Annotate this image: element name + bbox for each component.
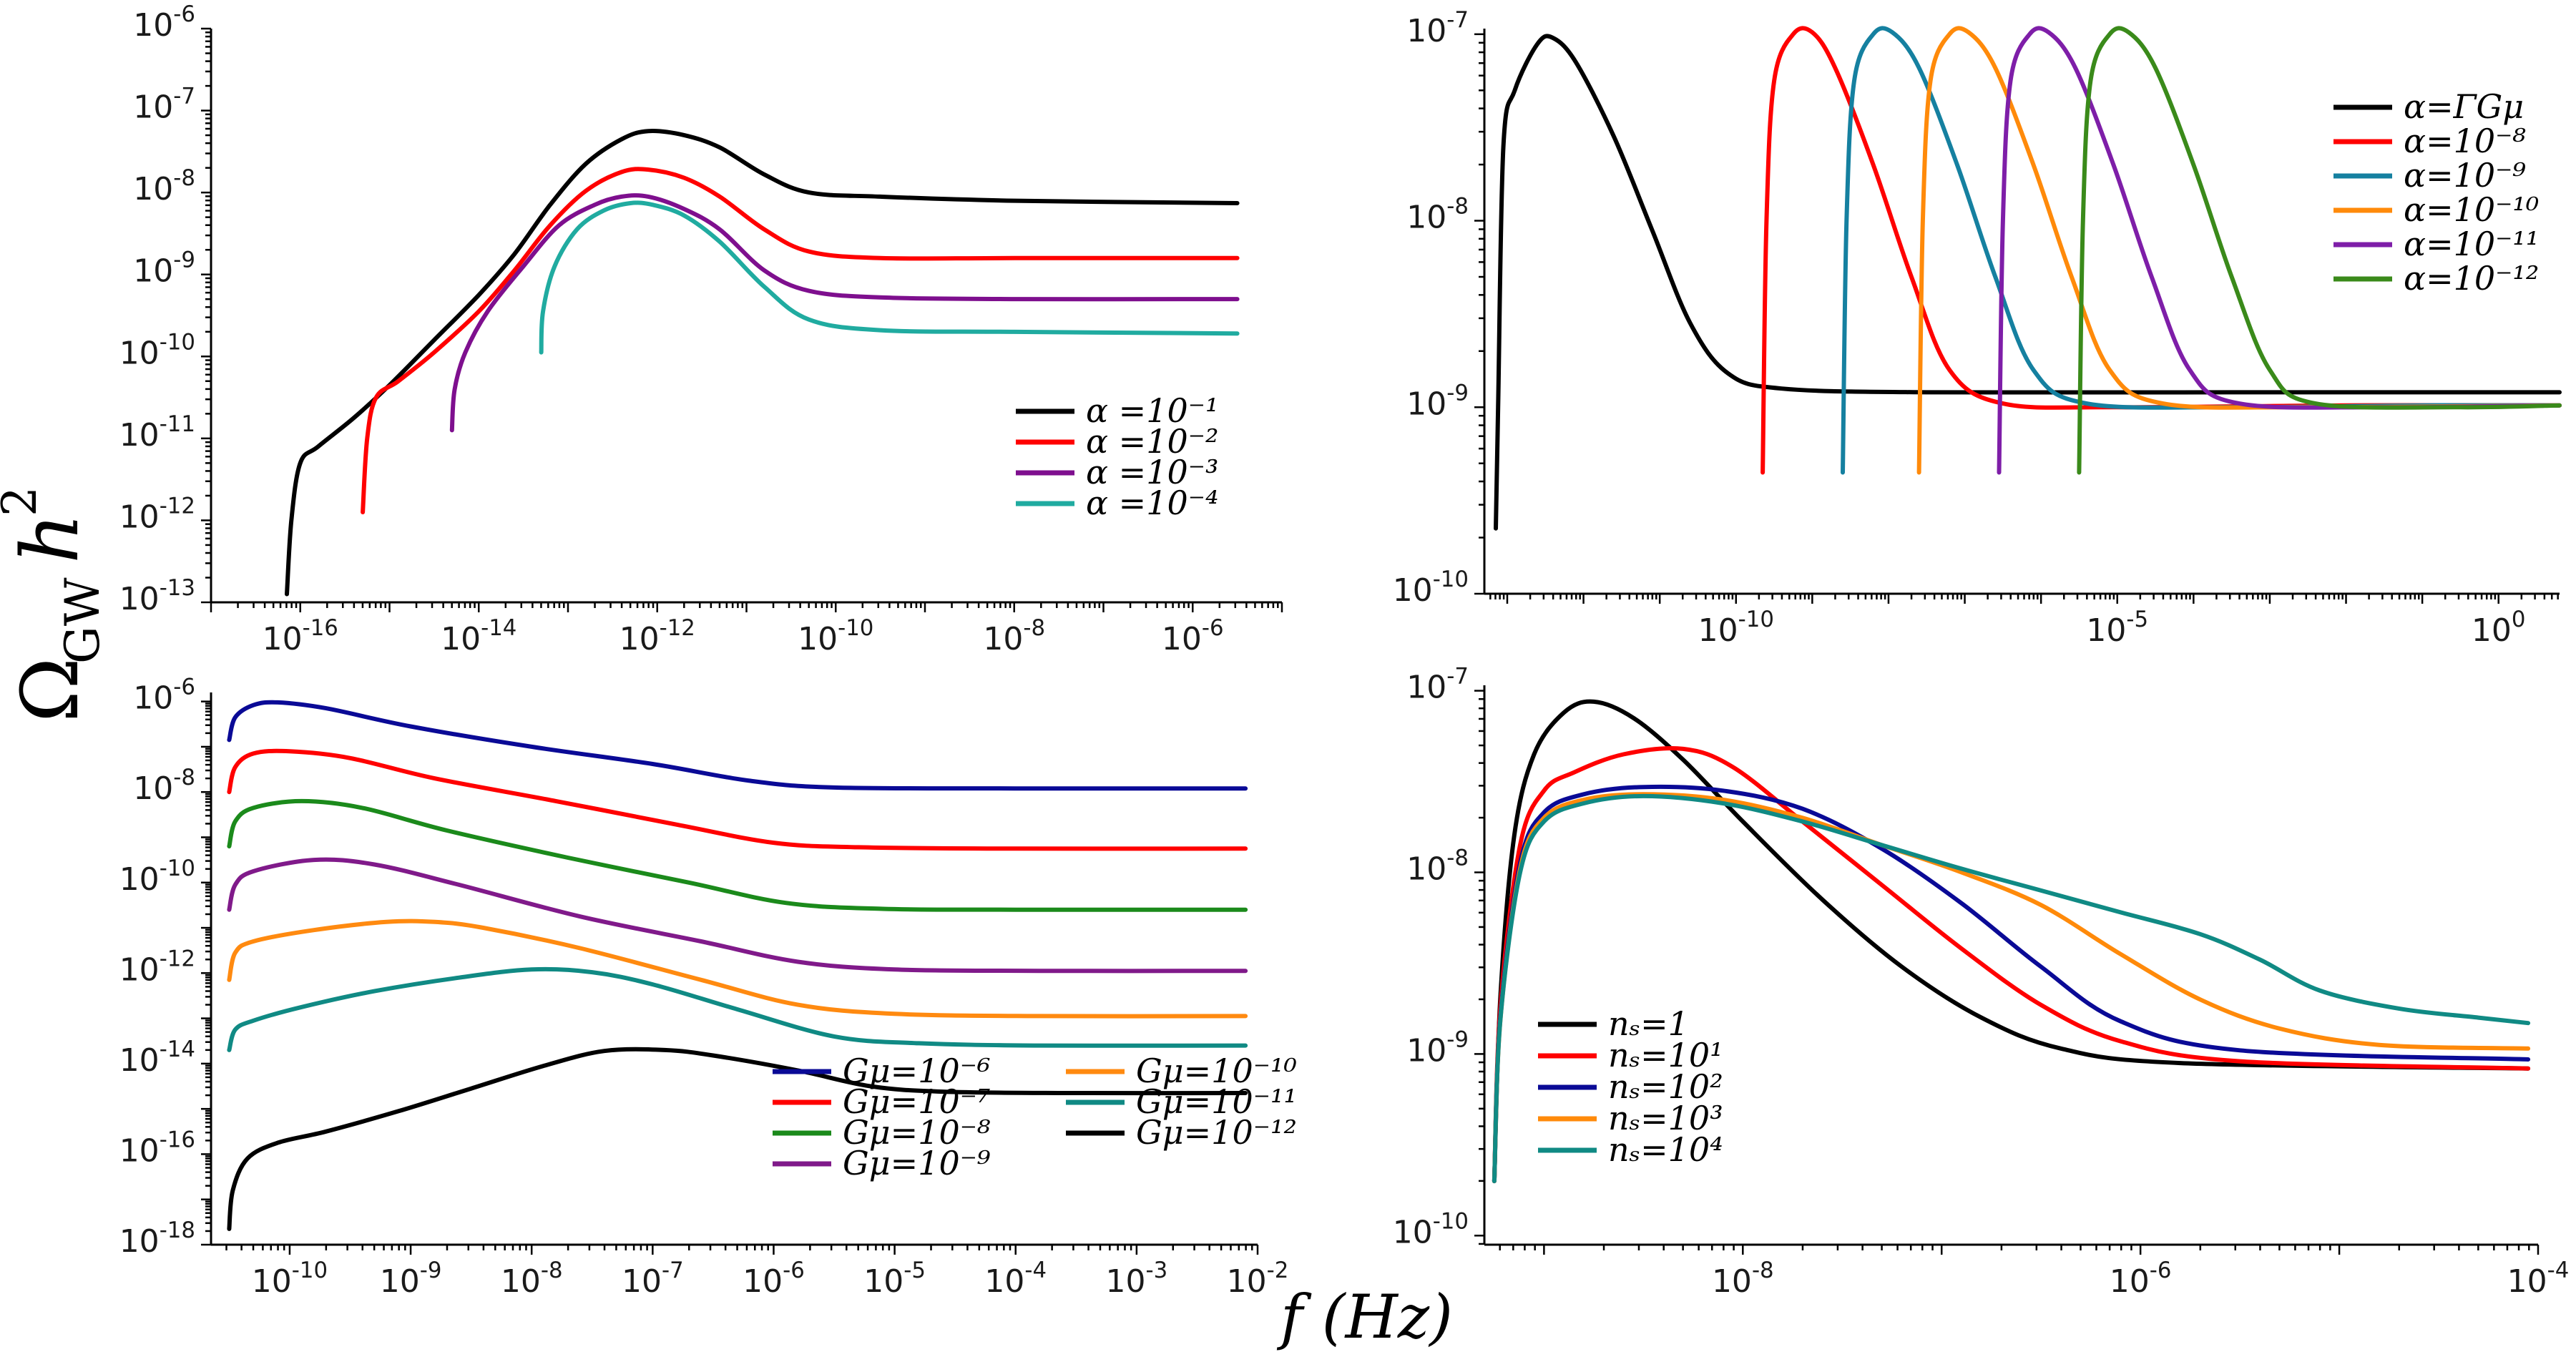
x-tick-label: 100: [2472, 607, 2526, 649]
y-tick-label: 10-9: [1406, 1027, 1469, 1069]
legend-label-3: α=10⁻¹⁰: [2404, 190, 2539, 229]
figure-xlabel: f (Hz): [1276, 1282, 1453, 1352]
legend-label-6: Gμ=10⁻¹²: [1136, 1113, 1297, 1152]
series-line-1: [227, 748, 1248, 851]
legend-label-5: Gμ=10⁻¹¹: [1136, 1082, 1297, 1121]
x-tick-label: 10-8: [1712, 1258, 1774, 1300]
panel-alpha-scan: 10-13 10-12 10-11 10-10 10-9 10-8 10-7 10-6 10-1…: [119, 1, 1283, 657]
legend-label-0: α=ΓGμ: [2404, 87, 2524, 126]
x-tick-label: 10-14: [441, 615, 516, 657]
y-tick-label: 10-16: [119, 1127, 195, 1169]
series-line-5: [227, 966, 1248, 1052]
legend-label-1: α=10⁻⁸: [2404, 122, 2526, 160]
series-line-5: [2077, 26, 2562, 475]
legend-label-3: α =10⁻⁴: [1086, 484, 1218, 522]
x-tick-label: 10-4: [2507, 1258, 2570, 1300]
legend-label-4: α=10⁻¹¹: [2404, 225, 2539, 263]
legend-label-0: α =10⁻¹: [1086, 391, 1218, 430]
y-tick-label: 10-8: [1406, 846, 1469, 888]
x-tick-label: 10-4: [984, 1258, 1047, 1300]
x-tick-label: 10-8: [983, 615, 1045, 657]
series-line-0: [227, 700, 1248, 791]
legend-label-4: nₛ=10⁴: [1608, 1130, 1723, 1169]
y-tick-label: 10-18: [119, 1218, 195, 1260]
legend-label-0: Gμ=10⁻⁶: [843, 1052, 990, 1090]
y-tick-label: 10-9: [133, 248, 195, 290]
legend-label-0: nₛ=1: [1608, 1004, 1689, 1043]
legend-label-2: Gμ=10⁻⁸: [843, 1113, 991, 1152]
y-tick-label: 10-7: [1406, 7, 1469, 49]
figure-ylabel: Ω GW h 2: [0, 486, 110, 722]
series-line-4: [1492, 793, 2531, 1184]
series-line-2: [227, 798, 1248, 912]
series-line-6: [227, 1047, 1248, 1231]
y-tick-label: 10-12: [119, 946, 195, 988]
legend-label-4: Gμ=10⁻¹⁰: [1136, 1052, 1297, 1090]
y-tick-label: 10-6: [133, 675, 195, 717]
ylabel-sub: GW: [55, 577, 110, 664]
ylabel-h: h: [4, 513, 96, 564]
legend-label-1: nₛ=10¹: [1608, 1036, 1723, 1074]
legend-label-2: α =10⁻³: [1086, 453, 1218, 491]
legend-label-2: nₛ=10²: [1608, 1067, 1723, 1106]
legend-label-5: α=10⁻¹²: [2404, 259, 2539, 298]
y-tick-label: 10-9: [1406, 380, 1469, 422]
series-line-3: [227, 857, 1248, 974]
x-tick-label: 10-16: [263, 615, 338, 657]
x-tick-label: 10-6: [743, 1258, 805, 1300]
series-line-3: [1916, 26, 2562, 475]
y-tick-label: 10-12: [119, 493, 195, 535]
legend: Gμ=10⁻⁶Gμ=10⁻⁷Gμ=10⁻⁸Gμ=10⁻⁹Gμ=10⁻¹⁰Gμ=1…: [773, 1052, 1297, 1182]
series-line-2: [449, 193, 1240, 433]
legend-label-3: Gμ=10⁻⁹: [843, 1144, 991, 1182]
x-tick-label: 10-6: [1162, 615, 1224, 657]
y-tick-label: 10-10: [1393, 1208, 1469, 1250]
series-line-0: [285, 129, 1240, 597]
x-tick-label: 10-9: [380, 1258, 442, 1300]
x-tick-label: 10-8: [501, 1258, 563, 1300]
x-tick-label: 10-10: [252, 1258, 328, 1300]
x-tick-label: 10-6: [2110, 1258, 2172, 1300]
legend: α =10⁻¹α =10⁻²α =10⁻³α =10⁻⁴: [1016, 391, 1218, 522]
y-tick-label: 10-11: [119, 411, 195, 454]
y-tick-label: 10-8: [1406, 194, 1469, 236]
x-tick-label: 10-7: [622, 1258, 684, 1300]
series-line-1: [361, 167, 1240, 514]
y-tick-label: 10-13: [119, 575, 195, 617]
legend-label-3: nₛ=10³: [1608, 1099, 1723, 1137]
series-line-0: [1494, 34, 2562, 531]
legend-label-1: Gμ=10⁻⁷: [843, 1082, 990, 1121]
x-tick-label: 10-10: [1698, 607, 1774, 649]
series-line-4: [227, 918, 1248, 1019]
series-line-3: [539, 200, 1240, 355]
legend-label-1: α =10⁻²: [1086, 422, 1218, 461]
y-tick-label: 10-6: [133, 1, 195, 44]
y-tick-label: 10-7: [1406, 664, 1469, 706]
y-tick-label: 10-8: [133, 165, 195, 207]
series-line-4: [1997, 26, 2562, 475]
x-tick-label: 10-10: [798, 615, 873, 657]
y-tick-label: 10-7: [133, 84, 195, 126]
legend-label-2: α=10⁻⁹: [2404, 156, 2526, 195]
panel-gmu-scan: 10-18 10-16 10-14 10-12 10-10 10-8 10-6 10-10 10…: [119, 675, 1297, 1300]
ylabel-exp: 2: [0, 486, 47, 516]
x-tick-label: 10-5: [863, 1258, 926, 1300]
x-tick-label: 10-3: [1106, 1258, 1168, 1300]
y-tick-label: 10-8: [133, 765, 195, 807]
x-tick-label: 10-5: [2086, 607, 2148, 649]
x-tick-label: 10-12: [619, 615, 695, 657]
y-tick-label: 10-10: [1393, 567, 1469, 609]
panel-alpha-gammagmu: 10-10 10-9 10-8 10-7 10-10 10-5 100 α=ΓGμα=10⁻⁸…: [1393, 7, 2562, 649]
y-tick-label: 10-10: [119, 329, 195, 371]
y-tick-label: 10-14: [119, 1037, 195, 1079]
x-tick-label: 10-2: [1227, 1258, 1289, 1300]
ylabel-omega: Ω: [4, 657, 96, 722]
y-tick-label: 10-10: [119, 856, 195, 898]
